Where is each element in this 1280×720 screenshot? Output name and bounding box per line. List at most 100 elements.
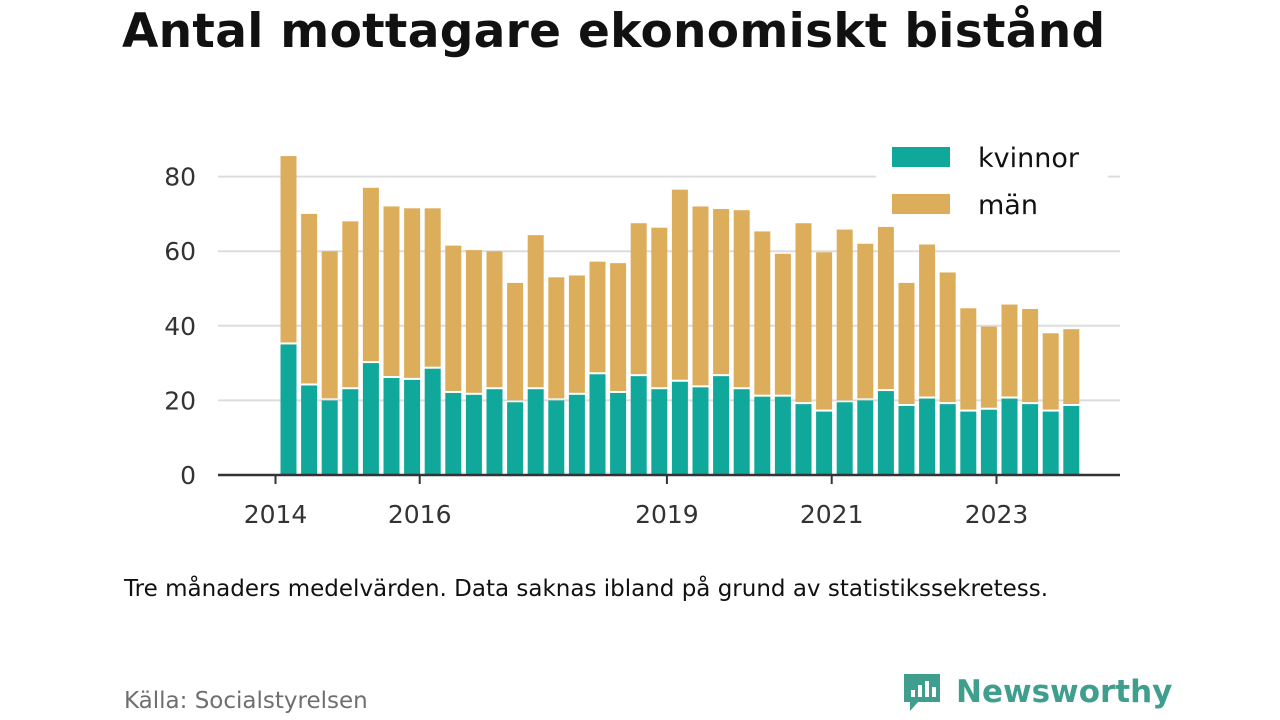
bar-kvinnor-13	[548, 400, 565, 475]
bar-man-14	[568, 275, 585, 393]
bar-man-17	[630, 223, 647, 375]
bar-man-19	[671, 189, 688, 380]
bar-kvinnor-27	[836, 402, 853, 475]
bar-man-36	[1022, 309, 1039, 403]
bar-man-21	[713, 209, 730, 375]
y-tick-label-40: 40	[164, 312, 196, 341]
bar-kvinnor-6	[404, 379, 421, 475]
bar-man-32	[939, 272, 956, 403]
bar-man-31	[919, 244, 936, 397]
bar-kvinnor-37	[1042, 411, 1059, 475]
bar-kvinnor-2	[321, 400, 338, 475]
bar-man-10	[486, 251, 503, 388]
bar-man-13	[548, 277, 565, 399]
bar-kvinnor-26	[816, 411, 833, 475]
bar-kvinnor-20	[692, 387, 709, 475]
bar-man-24	[774, 253, 791, 395]
bar-kvinnor-18	[651, 389, 668, 475]
bars	[280, 156, 1080, 475]
bar-man-22	[733, 210, 750, 388]
x-tick-label-2023: 2023	[965, 500, 1029, 529]
bar-man-27	[836, 229, 853, 401]
bar-man-16	[610, 263, 627, 391]
x-ticks: 2014 2016 2019 2021 2023	[244, 475, 1029, 529]
y-tick-label-20: 20	[164, 386, 196, 415]
bar-kvinnor-25	[795, 404, 812, 475]
bar-kvinnor-0	[280, 344, 297, 475]
bar-man-11	[507, 282, 524, 401]
legend-swatch-1	[892, 194, 950, 214]
x-tick-label-2016: 2016	[388, 500, 452, 529]
bar-kvinnor-3	[342, 389, 359, 475]
x-tick-label-2014: 2014	[244, 500, 308, 529]
bar-kvinnor-35	[1001, 398, 1018, 475]
bar-man-33	[960, 308, 977, 410]
y-tick-label-60: 60	[164, 237, 196, 266]
bar-man-20	[692, 206, 709, 386]
bar-kvinnor-8	[445, 392, 462, 475]
bar-man-34	[980, 326, 997, 408]
bar-kvinnor-7	[424, 368, 441, 475]
bar-man-9	[465, 250, 482, 393]
legend-label-0: kvinnor	[978, 143, 1080, 174]
bar-man-25	[795, 223, 812, 403]
bar-kvinnor-23	[754, 396, 771, 475]
bar-kvinnor-34	[980, 409, 997, 475]
bar-man-5	[383, 206, 400, 377]
bar-man-37	[1042, 333, 1059, 410]
bar-kvinnor-16	[610, 392, 627, 475]
y-tick-labels: 0 20 40 60 80	[164, 163, 196, 490]
legend-swatch-0	[892, 147, 950, 167]
bar-man-35	[1001, 304, 1018, 397]
bar-man-1	[301, 213, 318, 384]
source-label: Källa: Socialstyrelsen	[124, 688, 368, 714]
bar-kvinnor-15	[589, 374, 606, 475]
bar-kvinnor-29	[877, 391, 894, 475]
bar-kvinnor-38	[1063, 405, 1080, 475]
bar-kvinnor-10	[486, 389, 503, 475]
bar-kvinnor-36	[1022, 404, 1039, 475]
bar-kvinnor-4	[362, 363, 379, 475]
bar-kvinnor-9	[465, 394, 482, 475]
bar-man-7	[424, 208, 441, 367]
y-tick-label-80: 80	[164, 163, 196, 192]
bar-man-29	[877, 226, 894, 390]
bar-kvinnor-19	[671, 381, 688, 475]
bar-man-8	[445, 245, 462, 391]
y-tick-label-0: 0	[180, 461, 196, 490]
bar-kvinnor-5	[383, 378, 400, 475]
bar-man-23	[754, 231, 771, 395]
bar-man-6	[404, 208, 421, 378]
legend-label-1: män	[978, 190, 1038, 221]
bar-kvinnor-1	[301, 385, 318, 475]
brand-name: Newsworthy	[956, 674, 1173, 710]
bar-kvinnor-11	[507, 402, 524, 475]
bar-man-26	[816, 252, 833, 410]
bar-man-18	[651, 227, 668, 388]
bar-man-2	[321, 251, 338, 399]
bar-kvinnor-31	[919, 398, 936, 475]
bar-kvinnor-21	[713, 376, 730, 475]
legend: kvinnor män	[876, 134, 1108, 226]
bar-kvinnor-17	[630, 376, 647, 475]
bar-kvinnor-22	[733, 389, 750, 475]
bar-man-15	[589, 261, 606, 373]
bar-kvinnor-33	[960, 411, 977, 475]
newsworthy-logo-icon	[904, 674, 940, 711]
bar-kvinnor-14	[568, 394, 585, 475]
bar-man-38	[1063, 329, 1080, 404]
chart-note: Tre månaders medelvärden. Data saknas ib…	[124, 576, 1049, 602]
bar-kvinnor-30	[898, 405, 915, 475]
bar-man-4	[362, 187, 379, 362]
bar-man-30	[898, 282, 915, 404]
brand-logo: Newsworthy	[900, 668, 1172, 716]
bar-kvinnor-12	[527, 389, 544, 475]
x-tick-label-2021: 2021	[800, 500, 864, 529]
bar-kvinnor-24	[774, 396, 791, 475]
chart-title: Antal mottagare ekonomiskt bistånd	[122, 4, 1106, 59]
bar-man-28	[857, 243, 874, 399]
bar-man-0	[280, 156, 297, 343]
x-tick-label-2019: 2019	[635, 500, 699, 529]
bar-kvinnor-28	[857, 400, 874, 475]
